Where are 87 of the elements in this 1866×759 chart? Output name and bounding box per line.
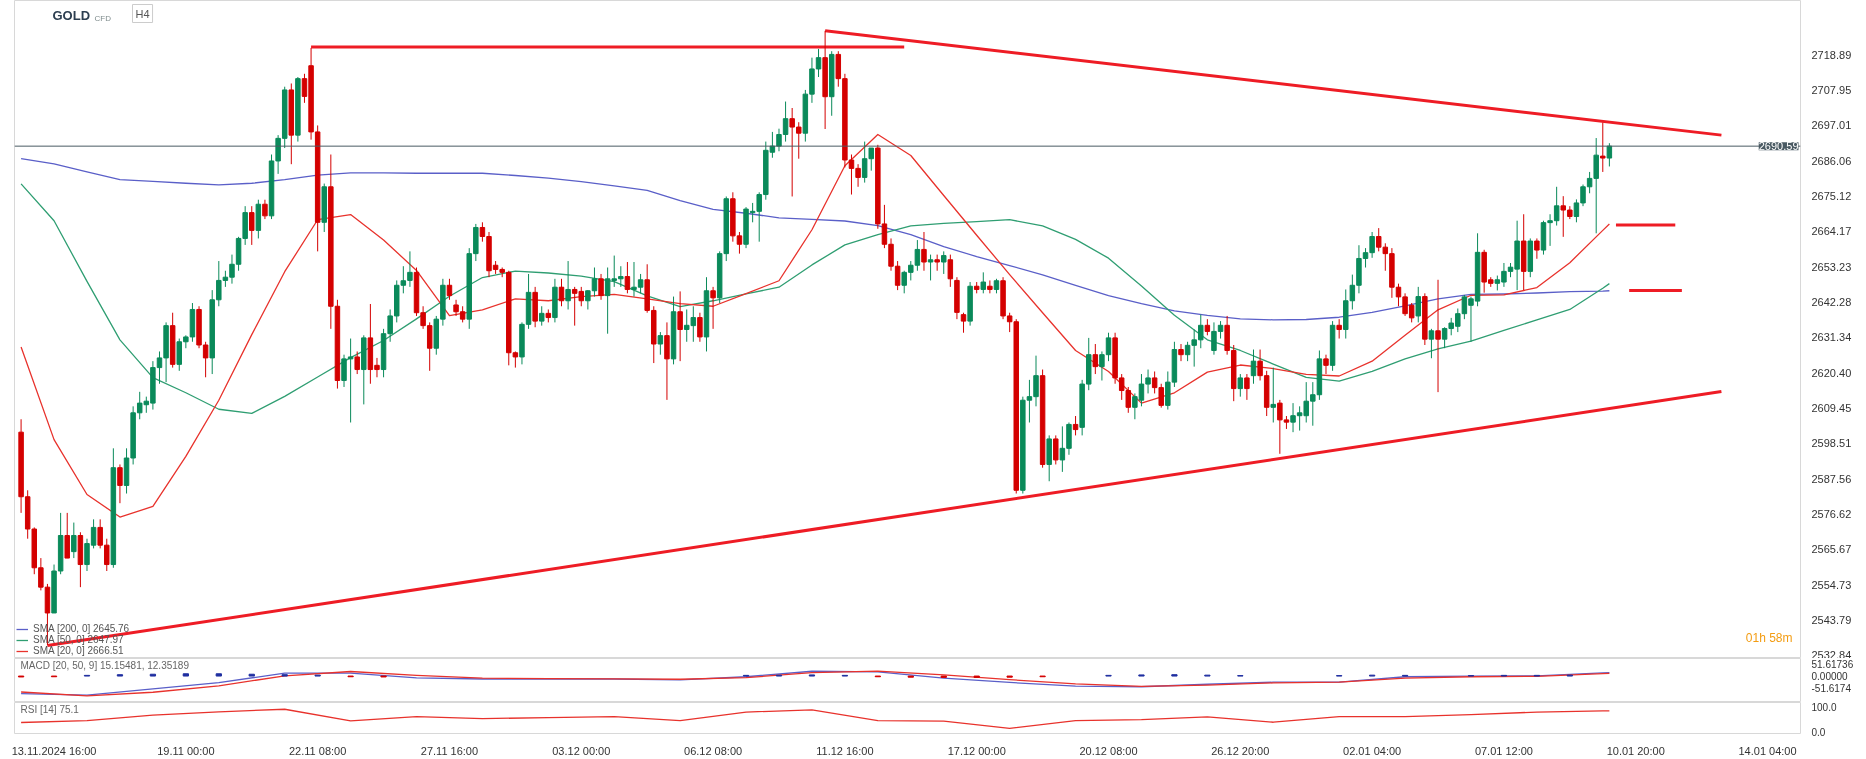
candlestick: [947, 254, 954, 288]
candlestick: [697, 312, 703, 343]
y-tick-label: 2686.06: [1811, 154, 1852, 167]
candlestick: [1053, 434, 1059, 465]
annotation: 01h 58m: [1745, 630, 1793, 645]
candlestick: [1072, 415, 1079, 436]
y-tick-label: 2707.95: [1811, 84, 1852, 97]
y-tick-label: 2598.51: [1811, 437, 1852, 450]
candlestick: [598, 273, 604, 301]
candlestick: [921, 231, 927, 272]
x-tick-label: 17.12 00:00: [947, 744, 1006, 757]
candlestick: [1435, 279, 1441, 393]
candlestick: [624, 261, 631, 294]
annotation: MACD [20, 50, 9] 15.15481, 12.35189: [20, 659, 190, 671]
candlestick: [1606, 142, 1613, 167]
x-tick-label: 10.01 20:00: [1606, 744, 1665, 757]
y-tick-label: 100.0: [1811, 701, 1837, 713]
candlestick: [987, 279, 993, 294]
candlestick: [710, 286, 716, 330]
candlestick: [64, 512, 70, 559]
x-tick-label: 07.01 12:00: [1474, 744, 1533, 757]
y-tick-label: 2543.79: [1811, 614, 1852, 627]
y-tick-label: 51.61736: [1811, 659, 1854, 671]
y-tick-label: 2532.84: [1811, 648, 1852, 661]
x-tick-label: 06.12 08:00: [684, 744, 743, 757]
ref-line-label: 2690.59: [1758, 140, 1799, 153]
y-tick-label: 0.0: [1811, 727, 1826, 739]
candlestick: [354, 350, 360, 375]
candlestick: [249, 205, 255, 246]
line-series: [20, 183, 1611, 415]
candlestick: [538, 305, 545, 327]
line-series: [20, 133, 1611, 518]
candlestick: [1092, 343, 1099, 375]
candlestick: [657, 331, 664, 356]
y-tick-label: 2664.17: [1811, 225, 1852, 238]
y-tick-label: 2576.62: [1811, 508, 1852, 521]
candlestick: [1270, 367, 1277, 423]
y-tick-label: 2697.01: [1811, 119, 1852, 132]
candlestick: [941, 250, 947, 275]
candlestick: [980, 271, 987, 294]
candlestick: [262, 199, 268, 220]
x-tick-label: 02.01 04:00: [1343, 744, 1402, 757]
x-tick-label: 26.12 20:00: [1211, 744, 1270, 757]
y-tick-label: 2718.89: [1811, 48, 1852, 61]
candlestick: [1428, 328, 1435, 359]
y-tick-label: 2565.67: [1811, 543, 1852, 556]
x-tick-label: 19.11 00:00: [157, 744, 215, 757]
x-tick-label: 27.11 16:00: [420, 744, 479, 757]
candlestick: [1534, 237, 1540, 260]
y-tick-label: 2620.40: [1811, 366, 1852, 379]
candlestick: [1600, 122, 1606, 173]
text: GOLD: [52, 7, 91, 23]
legend-label: SMA [20, 0] 2666.51: [33, 645, 124, 656]
y-tick-label: 2653.23: [1811, 260, 1852, 273]
y-tick-label: 2675.12: [1811, 190, 1852, 203]
x-tick-label: 13.11.2024 16:00: [11, 744, 97, 757]
candlestick: [1250, 349, 1257, 385]
candlestick: [1244, 373, 1250, 401]
y-tick-label: 2631.34: [1811, 331, 1852, 344]
x-tick-label: 14.01 04:00: [1738, 744, 1797, 757]
candlestick: [71, 522, 77, 559]
annotation: RSI [14] 75.1: [20, 703, 80, 715]
candlestick: [1178, 343, 1184, 362]
candlestick: [1237, 373, 1244, 398]
y-tick-label: -51.6174: [1811, 682, 1852, 694]
candlestick: [1415, 286, 1421, 323]
candlestick: [677, 290, 683, 362]
y-tick-label: 2554.73: [1811, 578, 1852, 591]
y-tick-label: 2642.28: [1811, 296, 1852, 309]
candlestick: [446, 278, 453, 301]
candlestick: [117, 463, 123, 504]
x-tick-label: 11.12 16:00: [816, 744, 874, 757]
candlestick: [960, 312, 967, 334]
y-tick-label: 2587.56: [1811, 472, 1852, 485]
y-tick-label: 0.00000: [1811, 671, 1849, 683]
candlestick: [565, 260, 571, 310]
line-series: [20, 158, 1611, 321]
candlestick: [664, 321, 670, 401]
x-tick-label: 20.12 08:00: [1079, 744, 1138, 757]
text: CFD: [94, 13, 112, 23]
x-tick-label: 03.12 00:00: [552, 744, 611, 757]
candlestick: [1323, 354, 1329, 375]
y-tick-label: 2609.45: [1811, 402, 1852, 415]
candlestick: [927, 254, 934, 281]
annotation: H4: [135, 7, 150, 20]
candlestick: [1336, 318, 1342, 340]
x-tick-label: 22.11 08:00: [289, 744, 347, 757]
